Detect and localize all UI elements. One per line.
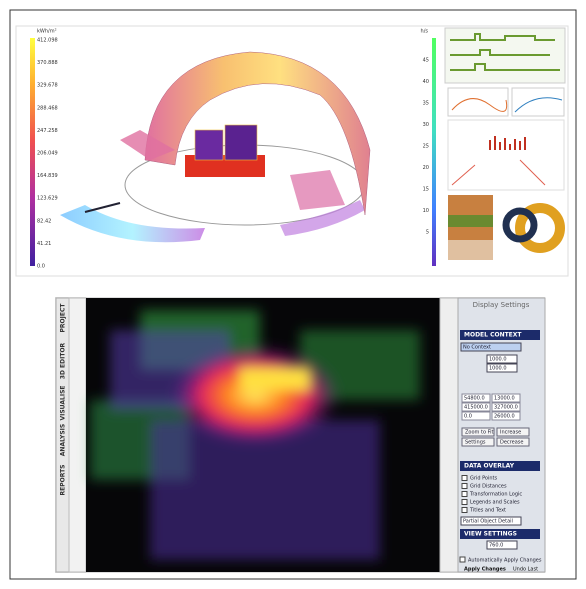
stacked-legend (448, 240, 493, 260)
scale-label: 30 (423, 122, 429, 128)
thumbnail (448, 120, 564, 190)
right-color-scale (432, 38, 436, 266)
thumbnail (448, 88, 508, 116)
right-scale-unit: h/s (421, 29, 429, 35)
scale-label: 0.0 (37, 264, 45, 270)
scale-label: 35 (423, 101, 429, 107)
input-text: 54800.0 (464, 396, 485, 402)
button-text: Decrease (500, 440, 523, 446)
side-tab[interactable]: ANALYSIS (60, 424, 67, 456)
section-header-text: DATA OVERLAY (464, 463, 515, 470)
scale-label: 123.629 (37, 196, 58, 202)
scale-label: 247.258 (37, 128, 58, 134)
button-text: Zoom to Fit (465, 430, 494, 436)
hot-core (240, 368, 310, 390)
scale-label: 412.098 (37, 38, 58, 44)
screenshot: kWh/m² h/s 412.098 370.888 329.678 288.468 2… (0, 0, 586, 589)
side-tab[interactable]: REPORTS (60, 465, 67, 496)
stacked-legend (448, 215, 493, 227)
checkbox[interactable] (462, 476, 467, 481)
scale-label: 370.888 (37, 60, 58, 66)
checkbox-label: Automatically Apply Changes (468, 558, 542, 564)
side-tab[interactable]: 3D EDITOR (60, 342, 67, 379)
checkbox[interactable] (462, 484, 467, 489)
action-button[interactable]: Apply Changes (464, 567, 506, 573)
side-tab[interactable]: VISUALISE (60, 385, 67, 420)
checkbox-label: Transformation Logic (469, 492, 522, 498)
scale-label: 206.049 (37, 151, 58, 157)
scale-label: 329.678 (37, 83, 58, 89)
scale-label: 25 (423, 144, 429, 150)
input-text: 26000.0 (494, 414, 515, 420)
checkbox[interactable] (462, 500, 467, 505)
thumbnail (512, 88, 564, 116)
scale-label: 20 (423, 165, 429, 171)
scale-label: 10 (423, 208, 429, 214)
scale-label: 5 (426, 230, 429, 236)
tool-bar (69, 298, 86, 572)
button-text: Increase (500, 430, 521, 436)
left-color-scale (30, 38, 35, 266)
side-tab[interactable]: PROJECT (60, 303, 67, 333)
scale-label: 164.839 (37, 173, 58, 179)
input-text: 327000.0 (494, 405, 518, 411)
dropdown-text: No Context (463, 345, 491, 351)
input-text: 1000.0 (489, 357, 507, 363)
page: Analysis screenshots html, body { margin… (0, 0, 586, 589)
body: {"top_view": { "left_scale": {"unit": "k… (0, 0, 586, 589)
scale-label: 82.42 (37, 218, 51, 224)
section-header-text: MODEL CONTEXT (464, 332, 522, 339)
checkbox-label: Grid Points (470, 476, 497, 482)
checkbox[interactable] (462, 508, 467, 513)
input-text: 0.0 (464, 414, 472, 420)
scale-label: 40 (423, 79, 429, 85)
checkbox-label: Grid Distances (470, 484, 507, 490)
hot-spot (170, 345, 340, 445)
icon-column (440, 298, 458, 572)
top-image: kWh/m² h/s 412.098 370.888 329.678 288.468 2… (16, 26, 568, 276)
scale-label: 41.21 (37, 241, 51, 247)
checkbox[interactable] (462, 492, 467, 497)
checkbox[interactable] (460, 557, 465, 562)
button-text: Settings (465, 440, 486, 446)
checkbox-label: Titles and Text (469, 508, 506, 514)
bottom-image: PROJECT 3D EDITOR VISUALISE ANALYSIS REPORTS… (55, 297, 545, 573)
building-block (195, 130, 223, 160)
dropdown-text: Partial Object Detail (463, 519, 513, 525)
input-text: 13000.0 (494, 396, 515, 402)
panel-title: Display Settings (473, 301, 530, 309)
scale-label: 45 (423, 58, 429, 64)
section-header-text: VIEW SETTINGS (464, 531, 517, 538)
action-button[interactable]: Undo Last (513, 567, 538, 573)
input-text: 415000.0 (464, 405, 488, 411)
scale-label: 288.468 (37, 105, 58, 111)
left-scale-unit: kWh/m² (37, 29, 57, 35)
input-text: 760.0 (489, 543, 503, 549)
checkbox-label: Legends and Scales (470, 500, 520, 506)
input-text: 1000.0 (489, 366, 507, 372)
building-block (225, 125, 257, 160)
scale-label: 15 (423, 187, 429, 193)
